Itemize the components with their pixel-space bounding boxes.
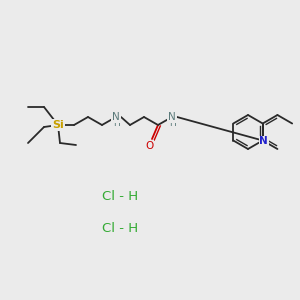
Text: H: H (169, 119, 176, 128)
Text: N: N (259, 136, 268, 146)
Text: N: N (112, 112, 120, 122)
Text: Cl - H: Cl - H (102, 190, 138, 203)
Text: Si: Si (52, 120, 64, 130)
Text: O: O (145, 141, 153, 151)
Text: H: H (112, 119, 119, 128)
Text: N: N (168, 112, 176, 122)
Text: Cl - H: Cl - H (102, 221, 138, 235)
